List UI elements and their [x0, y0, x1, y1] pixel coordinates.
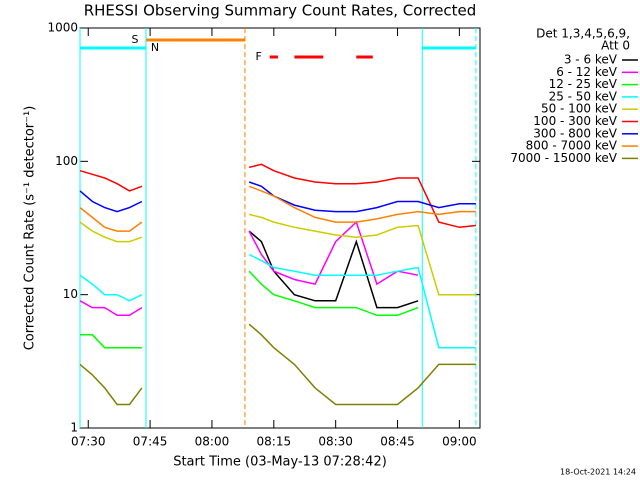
legend-title: Det 1,3,4,5,6,9, — [536, 27, 630, 41]
legend-label: 7000 - 15000 keV — [510, 151, 617, 165]
x-tick-label: 08:00 — [195, 435, 230, 449]
y-tick-label: 1 — [70, 421, 78, 435]
legend-label: 100 - 300 keV — [533, 114, 617, 128]
x-axis-label: Start Time (03-May-13 07:28:42) — [173, 455, 387, 470]
series-line — [79, 185, 476, 232]
legend-title: Att 0 — [601, 39, 630, 53]
x-tick-label: 08:30 — [318, 435, 353, 449]
series-line — [248, 230, 419, 309]
legend-label: 300 - 800 keV — [533, 126, 617, 140]
series-line — [79, 323, 476, 406]
series-line — [80, 270, 419, 349]
flag-label: N — [151, 41, 159, 54]
flag-label: S — [131, 33, 138, 46]
series-line — [79, 220, 419, 317]
flag-label: F — [256, 50, 262, 63]
x-tick-label: 08:15 — [257, 435, 292, 449]
x-tick-label: 08:45 — [380, 435, 415, 449]
x-tick-label: 09:00 — [442, 435, 477, 449]
legend-label: 50 - 100 keV — [541, 102, 618, 116]
series-line — [79, 213, 476, 296]
y-tick-label: 10 — [63, 287, 78, 301]
legend-label: 25 - 50 keV — [549, 89, 618, 103]
chart-title: RHESSI Observing Summary Count Rates, Co… — [84, 2, 477, 20]
y-tick-label: 1000 — [47, 21, 78, 35]
x-tick-label: 07:45 — [133, 435, 168, 449]
legend-label: 800 - 7000 keV — [526, 139, 618, 153]
legend-label: 3 - 6 keV — [564, 53, 618, 67]
series-line — [79, 253, 476, 349]
legend-label: 6 - 12 keV — [556, 65, 618, 79]
x-tick-label: 07:30 — [71, 435, 106, 449]
y-tick-label: 100 — [55, 154, 78, 168]
y-axis-label: Corrected Count Rate (s⁻¹ detector⁻¹) — [23, 106, 38, 351]
series-line — [79, 163, 476, 229]
legend-label: 12 - 25 keV — [549, 77, 618, 91]
footer: 18-Oct-2021 14:24 — [560, 468, 636, 477]
